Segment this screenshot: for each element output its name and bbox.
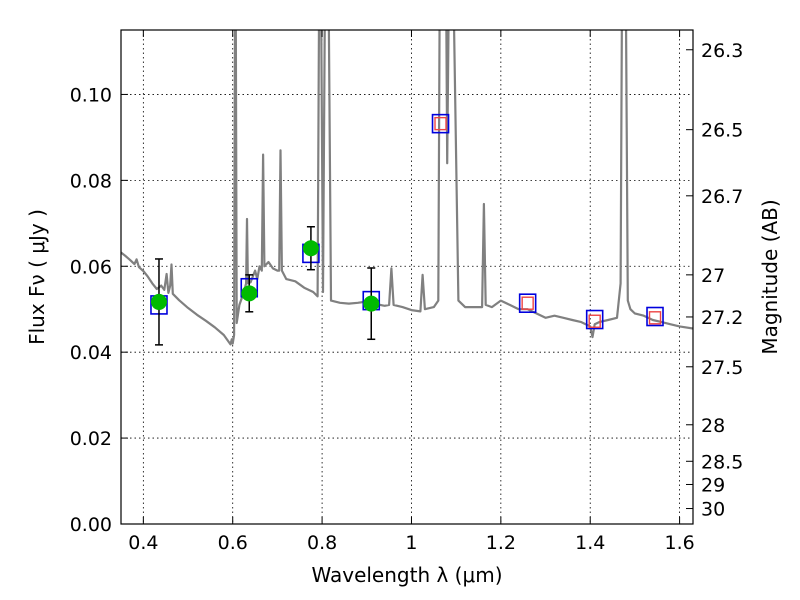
x-tick-label: 1 (405, 532, 417, 554)
sed-line (121, 30, 693, 346)
axis-ticks: 0.4 0.6 0.8 1 1.2 1.4 1.6 0.00 0.02 0.04 0.06 0.08 0… (70, 30, 743, 554)
x-tick-label: 0.4 (128, 532, 158, 554)
model-photometry-square (585, 309, 604, 330)
y2-tick-label: 26.3 (701, 40, 743, 62)
grid (121, 30, 693, 525)
predicted-square (588, 314, 601, 328)
model-photometry-square (518, 293, 537, 314)
y2-tick-label: 29 (701, 474, 725, 496)
photometry-markers (150, 113, 664, 346)
y-tick-label: 0.08 (70, 170, 112, 192)
x-tick-label: 0.6 (218, 532, 248, 554)
y2-axis-label: Magnitude (AB) (758, 199, 782, 354)
model-photometry-square (646, 306, 664, 327)
x-tick-label: 1.4 (575, 532, 605, 554)
model-photometry-square (431, 113, 450, 134)
predicted-square (521, 296, 534, 310)
y2-tick-label: 27.2 (701, 307, 743, 329)
y-axis-label: Flux Fν ( μJy ) (25, 209, 49, 345)
model-sed-spectrum (121, 30, 693, 346)
observed-point (363, 295, 380, 312)
y2-tick-label: 27.5 (701, 357, 743, 379)
y2-tick-label: 27 (701, 265, 725, 287)
predicted-square (648, 311, 662, 325)
y2-tick-label: 28.5 (701, 451, 743, 473)
x-axis-label: Wavelength λ (μm) (311, 563, 502, 587)
y2-tick-label: 26.5 (701, 120, 743, 142)
x-tick-label: 0.8 (307, 532, 337, 554)
observed-point (150, 293, 167, 310)
y-tick-label: 0.02 (70, 428, 112, 450)
y2-tick-label: 26.7 (701, 186, 743, 208)
observed-point (241, 285, 258, 302)
y-tick-label: 0.00 (70, 514, 112, 536)
y-tick-label: 0.04 (70, 342, 112, 364)
y2-tick-label: 30 (701, 499, 725, 521)
predicted-square (434, 116, 447, 131)
x-tick-label: 1.2 (486, 532, 516, 554)
plot-frame (120, 29, 694, 525)
y2-tick-label: 28 (701, 415, 725, 437)
y-tick-label: 0.06 (70, 256, 112, 278)
y-tick-label: 0.10 (70, 84, 112, 106)
x-tick-label: 1.6 (664, 532, 694, 554)
observed-point (302, 240, 319, 257)
